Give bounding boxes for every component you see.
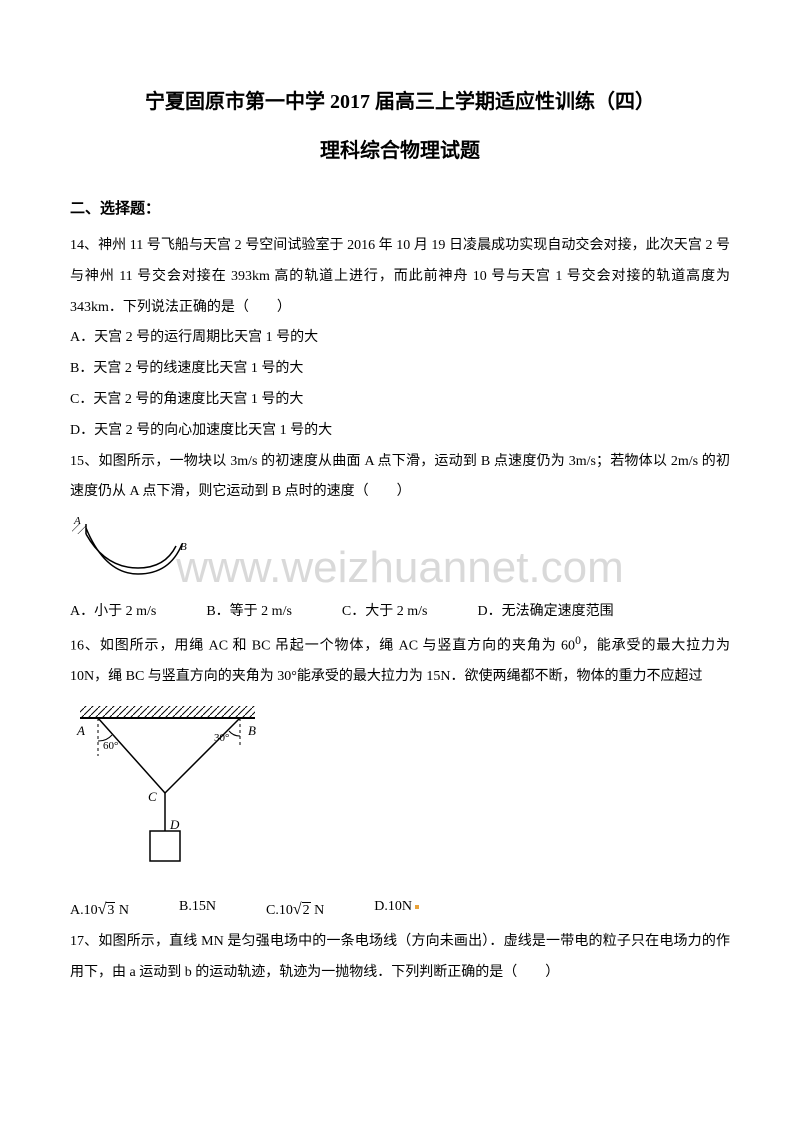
question-16: 16、如图所示，用绳 AC 和 BC 吊起一个物体，绳 AC 与竖直方向的夹角为… (70, 628, 730, 693)
document-content: 宁夏固原市第一中学 2017 届高三上学期适应性训练（四） 理科综合物理试题 二… (70, 80, 730, 989)
q16-diagram: A B C D 60° 30° (70, 701, 730, 884)
q16-option-c: C.10√2 N (266, 892, 324, 927)
title-main: 宁夏固原市第一中学 2017 届高三上学期适应性训练（四） (70, 80, 730, 124)
q16-option-a: A.10√3 N (70, 892, 129, 927)
q16-label-b: B (248, 723, 256, 738)
q16-label-d: D (169, 817, 180, 832)
q14-option-b: B．天宫 2 号的线速度比天宫 1 号的大 (70, 354, 730, 385)
q14-option-d: D．天宫 2 号的向心加速度比天宫 1 号的大 (70, 416, 730, 447)
q15-option-c: C．大于 2 m/s (342, 597, 428, 628)
q16-label-c: C (148, 789, 157, 804)
q16-angle-60: 60° (103, 740, 118, 752)
q16-option-b: B.15N (179, 892, 216, 927)
section-header: 二、选择题： (70, 193, 730, 226)
q16-option-d: D.10N (374, 892, 422, 927)
q15-label-b: B (180, 541, 187, 553)
q15-option-a: A．小于 2 m/s (70, 597, 156, 628)
question-14: 14、神州 11 号飞船与天宫 2 号空间试验室于 2016 年 10 月 19… (70, 231, 730, 323)
q16-angle-30: 30° (214, 732, 229, 744)
question-17: 17、如图所示，直线 MN 是匀强电场中的一条电场线（方向未画出）．虚线是一带电… (70, 927, 730, 989)
q14-option-c: C．天宫 2 号的角速度比天宫 1 号的大 (70, 385, 730, 416)
q15-diagram: A B (70, 516, 730, 589)
dot-icon (415, 905, 419, 909)
q14-option-a: A．天宫 2 号的运行周期比天宫 1 号的大 (70, 323, 730, 354)
question-15: 15、如图所示，一物块以 3m/s 的初速度从曲面 A 点下滑，运动到 B 点速… (70, 447, 730, 509)
q15-option-d: D．无法确定速度范围 (478, 597, 614, 628)
title-sub: 理科综合物理试题 (70, 129, 730, 173)
q15-option-b: B．等于 2 m/s (206, 597, 292, 628)
q15-label-a: A (73, 516, 81, 527)
q16-label-a: A (76, 723, 85, 738)
